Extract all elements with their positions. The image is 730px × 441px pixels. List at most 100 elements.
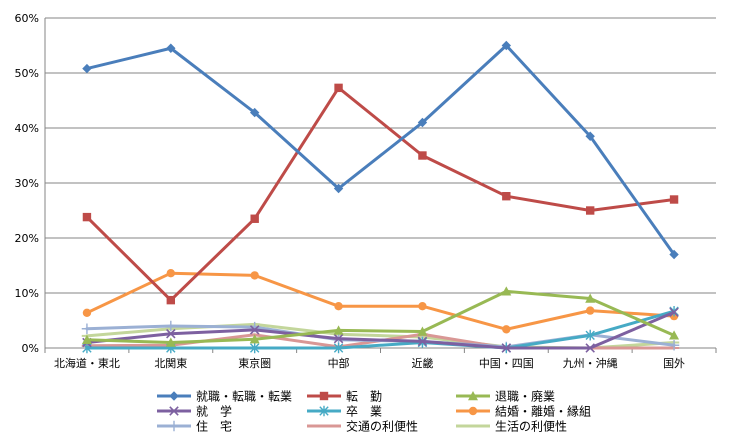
- series-line: [85, 44, 676, 256]
- legend-item-1: 就職・転職・転業: [157, 390, 292, 404]
- data-point: [319, 405, 329, 417]
- legend-item-6: 結婚・離婚・縁組: [456, 404, 591, 419]
- legend-item-4: 就 学: [157, 404, 232, 419]
- legend-item-9: 生活の利便性: [456, 420, 567, 434]
- data-point: [168, 420, 180, 432]
- data-point: [585, 206, 595, 215]
- x-tick-label: 九州・沖縄: [563, 356, 618, 370]
- data-point: [418, 151, 427, 160]
- y-tick-label: 20%: [15, 232, 39, 245]
- data-point: [333, 342, 344, 354]
- data-point: [501, 286, 512, 296]
- x-tick-label: 北海道・東北: [54, 356, 120, 370]
- series-3: [81, 286, 680, 347]
- legend-label: 就職・転職・転業: [196, 390, 292, 404]
- data-point: [166, 328, 176, 339]
- y-tick-label: 60%: [15, 12, 39, 25]
- series-line: [85, 289, 676, 344]
- data-point: [249, 107, 260, 118]
- data-point: [81, 334, 92, 344]
- data-point: [417, 336, 428, 347]
- data-point: [333, 325, 344, 335]
- series-2: [82, 83, 679, 305]
- series-line: [85, 271, 676, 331]
- data-point: [669, 330, 680, 340]
- x-tick-label: 東京圏: [238, 356, 271, 370]
- legend-label: 結婚・離婚・縁組: [495, 404, 591, 419]
- legend-label: 交通の利便性: [346, 419, 418, 434]
- data-point: [250, 271, 259, 280]
- legend-label: 就 学: [196, 404, 232, 419]
- data-point: [81, 323, 93, 334]
- data-point: [82, 212, 92, 222]
- legend-item-3: 退職・廃業: [456, 389, 555, 404]
- series-line: [85, 86, 676, 302]
- x-tick-label: 国外: [663, 357, 685, 370]
- data-point: [165, 337, 176, 347]
- legend-label: 生活の利便性: [495, 420, 567, 434]
- data-point: [334, 83, 343, 93]
- legend-item-5: 卒 業: [307, 405, 382, 419]
- data-point: [333, 333, 344, 344]
- grid-layer: [45, 17, 716, 294]
- y-tick-label: 0%: [22, 342, 39, 355]
- y-tick-label: 30%: [15, 177, 39, 190]
- data-point: [669, 307, 679, 318]
- data-point: [169, 406, 179, 416]
- series-layer: [81, 40, 680, 354]
- legend: 就職・転職・転業 転 勤 退職・廃業就 学 卒 業 結婚・離婚・縁組住 宅 交通の利便性 生…: [157, 389, 591, 434]
- y-tick-label: 50%: [15, 67, 39, 80]
- legend-label: 住 宅: [196, 419, 232, 434]
- series-1: [82, 40, 679, 260]
- series-4: [82, 307, 679, 353]
- data-point: [501, 343, 512, 353]
- data-point: [585, 293, 596, 303]
- data-point: [82, 308, 92, 317]
- data-point: [468, 391, 478, 401]
- data-point: [82, 63, 92, 74]
- data-point: [502, 325, 511, 334]
- data-point: [166, 269, 176, 278]
- data-point: [249, 334, 260, 344]
- data-point: [669, 249, 679, 260]
- data-point: [502, 192, 511, 201]
- data-point: [166, 43, 176, 53]
- x-tick-label: 近畿: [411, 356, 433, 370]
- series-line: [85, 310, 676, 350]
- data-point: [169, 391, 179, 401]
- legend-item-8: 交通の利便性: [307, 419, 418, 434]
- data-point: [585, 330, 595, 341]
- data-point: [585, 343, 595, 353]
- x-tick-label: 中部: [328, 356, 350, 370]
- data-point: [249, 342, 260, 354]
- data-point: [166, 295, 176, 305]
- data-point: [501, 40, 512, 51]
- data-point: [585, 306, 595, 315]
- data-point: [319, 391, 329, 401]
- data-point: [418, 302, 427, 311]
- data-point: [334, 302, 343, 311]
- legend-item-7: 住 宅: [157, 419, 232, 434]
- legend-label: 退職・廃業: [495, 389, 555, 404]
- data-point: [250, 214, 259, 223]
- series-line: [85, 309, 676, 350]
- data-point: [417, 117, 428, 128]
- y-tick-label: 10%: [15, 287, 39, 300]
- data-point: [669, 195, 679, 204]
- y-tick-label: 40%: [15, 122, 39, 135]
- legend-item-2: 転 勤: [307, 390, 382, 404]
- data-point: [585, 131, 595, 141]
- data-point: [165, 320, 177, 332]
- data-point: [668, 340, 680, 351]
- x-tick-label: 中国・四国: [479, 357, 534, 370]
- data-point: [417, 326, 428, 336]
- legend-label: 卒 業: [346, 405, 382, 419]
- data-point: [249, 325, 260, 335]
- x-tick-label: 北関東: [154, 357, 187, 370]
- data-point: [468, 406, 478, 416]
- axis-layer: 0% 10% 20% 30% 40% 50% 60% 北海道・東北 北関東 東京圏 中部 近畿 中国・四…: [15, 12, 717, 370]
- legend-label: 転 勤: [346, 390, 382, 404]
- data-point: [333, 183, 344, 194]
